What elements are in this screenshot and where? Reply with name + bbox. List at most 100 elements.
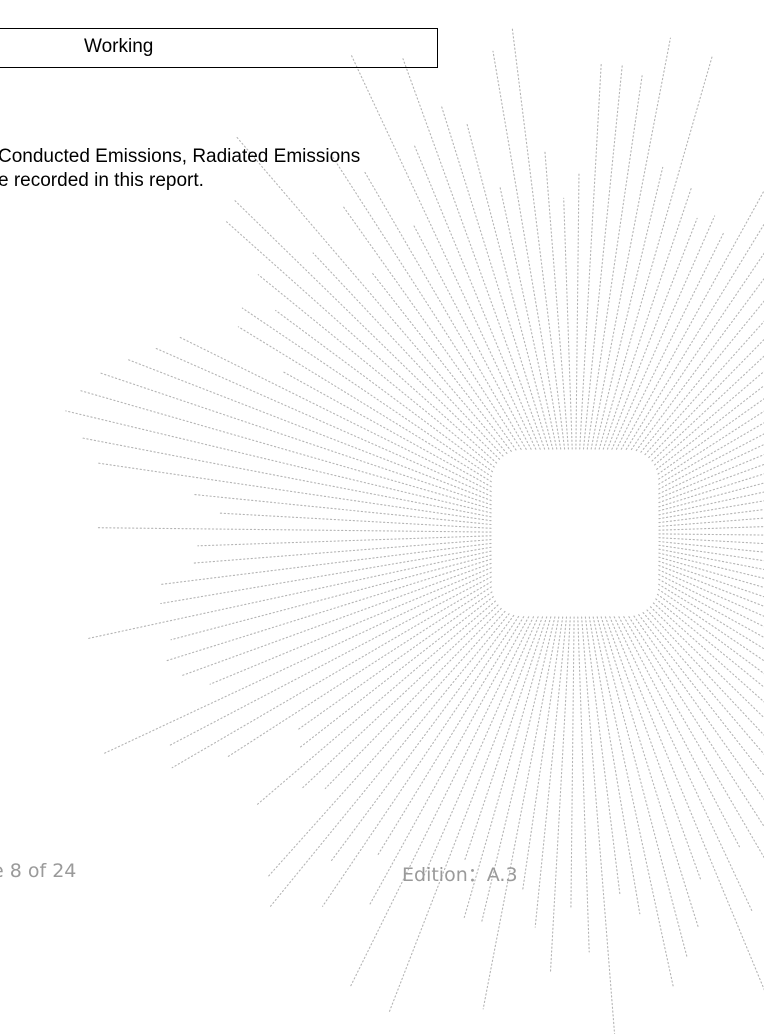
watermark-ray [413,143,541,450]
watermark-ray [267,610,506,878]
watermark-ray [192,493,492,526]
watermark-ray [656,593,764,675]
watermark-ray [369,616,530,905]
watermark-ray [79,389,492,510]
watermark-ray [226,221,498,464]
watermark-ray [233,198,501,460]
watermark-ray [463,616,548,862]
watermark-ray [651,355,764,462]
watermark-ray [322,615,520,907]
watermark-ray [584,616,621,895]
watermark-ray [160,546,492,605]
watermark-ray [463,616,552,918]
watermark-ray [658,552,764,579]
watermark-ray [646,609,764,736]
watermark-ray [218,512,492,529]
watermark-ray [534,616,568,928]
watermark-ray [257,274,495,468]
watermark-ray [640,300,764,453]
watermark-ray [600,616,700,929]
watermark-ray [655,598,764,688]
watermark-ray [171,581,492,769]
watermark-ray [402,58,546,450]
watermark-ray [197,535,492,547]
watermark-ray [658,463,764,504]
watermark-ray [179,336,492,493]
watermark-ray [412,224,532,450]
watermark-ray [642,612,764,755]
watermark-ray [324,607,502,790]
watermark-ray [594,166,664,450]
watermark-ray [300,604,499,790]
watermark-ray [192,539,492,564]
watermark-ray [648,338,764,459]
watermark-ray [549,616,571,973]
status-label: Working [84,36,154,57]
watermark-ray [297,591,493,731]
watermark-ray [482,616,560,1010]
watermark-ray [606,217,698,450]
watermark-ray [363,171,527,450]
watermark-ray [422,616,539,880]
watermark-ray [630,252,764,451]
watermark-ray [241,307,493,478]
watermark-ray [588,616,641,915]
watermark-ray [625,223,764,450]
status-table-cell: Working [0,28,438,68]
watermark-ray [577,616,590,953]
watermark-ray [370,271,512,452]
watermark-ray [592,616,674,988]
watermark-ray [329,614,515,863]
watermark-ray [658,573,764,628]
watermark-ray [511,27,566,450]
watermark-ray [155,347,492,497]
watermark-ray [575,171,580,450]
watermark-ray [658,533,764,536]
watermark-ray [613,616,754,913]
watermark-ray [586,75,643,450]
watermark-ray [499,185,558,450]
watermark-ray [658,526,764,531]
watermark-ray [658,482,764,512]
watermark-ray [341,204,517,451]
watermark-ray [657,398,764,475]
watermark-ray [658,422,764,485]
watermark-ray [638,614,764,777]
watermark-ray [633,615,764,801]
watermark-ray [658,556,764,588]
watermark-ray [579,61,602,450]
watermark-ray [658,544,764,562]
watermark-ray [227,586,492,757]
footer-page-number: e 8 of 24 [0,860,77,882]
watermark-ray [658,583,764,650]
watermark-ray [644,320,764,456]
watermark-ray [466,122,554,450]
watermark-ray [440,105,550,450]
watermark-ray [623,616,764,859]
watermark-ray [350,54,537,450]
footer-edition: Edition：A.3 [402,864,518,886]
watermark-ray [312,252,504,457]
watermark-ray [209,567,492,685]
watermark-ray [658,548,764,571]
watermark-ray [611,215,716,450]
watermark-ray [582,65,623,450]
watermark-ray [658,578,764,639]
watermark-ray [649,606,764,719]
watermark-ray [167,576,492,747]
watermark-ray [581,616,616,1034]
watermark-ray [598,55,713,450]
watermark-ray [81,437,492,518]
watermark-ray [159,542,492,586]
body-paragraph: Conducted Emissions, Radiated Emissions … [0,145,360,193]
watermark-ray [658,500,764,520]
watermark-ray [127,359,492,502]
watermark-ray [604,616,701,880]
watermark-ray [181,562,492,676]
watermark-ray [658,473,764,508]
watermark-ray [237,326,492,483]
watermark-ray [481,616,556,923]
watermark-ray [544,150,569,450]
watermark-ray [570,616,575,911]
